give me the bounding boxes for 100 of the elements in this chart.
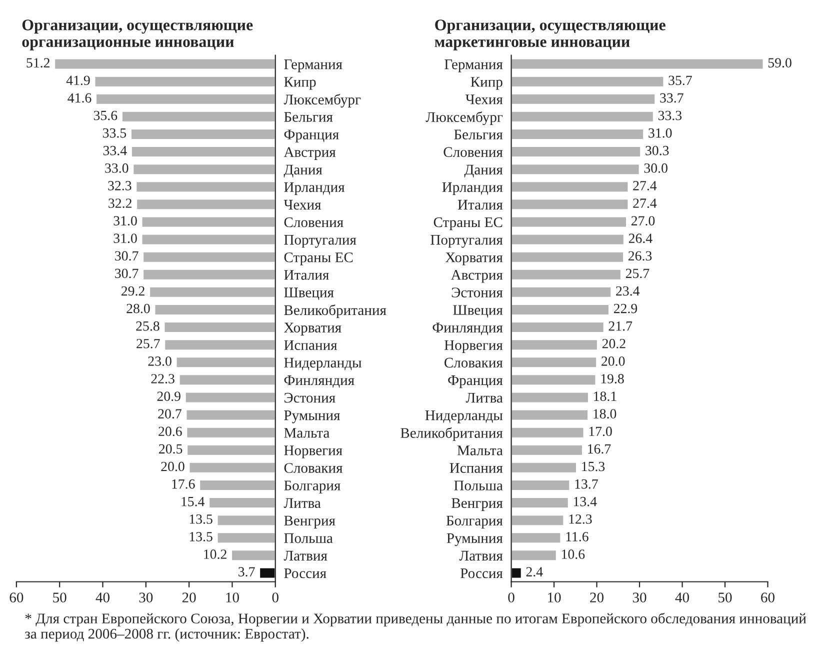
bar [216,514,276,526]
data-label: 33.0 [105,163,128,173]
y-tick-label: Словения [284,217,344,228]
data-label: 30.7 [115,268,138,278]
data-label: 15.3 [582,462,605,472]
data-label: 20.7 [158,409,182,419]
data-label: 25.7 [626,268,650,278]
data-label: 32.2 [108,198,132,208]
bar [135,180,276,194]
bar [95,92,276,106]
bar [164,338,276,351]
chart-title: Организации, осуществляющие организационные инновации [22,20,253,50]
y-tick-label: Бельгия [284,112,333,122]
y-tick-label: Болгария [284,480,340,494]
data-label: 20.2 [602,338,626,348]
bar [511,286,612,298]
y-tick-label: Чехия [466,94,503,104]
bar [511,304,610,316]
bar [130,128,276,140]
data-label: 10.2 [204,550,226,559]
data-label: 35.6 [94,110,118,120]
data-label: 26.4 [628,234,652,244]
y-tick-label: Италия [284,270,329,280]
data-label: 27.0 [631,216,655,226]
y-tick-label: Португалия [430,235,503,248]
y-tick-label: Германия [444,60,503,72]
bar [511,566,522,580]
y-tick-label: Австрия [284,147,336,160]
bar [186,444,276,456]
bar [130,146,276,158]
y-tick-label: Германия [284,60,342,72]
y-tick-label: Эстония [452,288,503,298]
data-label: 31.0 [114,234,137,244]
data-label: 20.9 [157,392,180,402]
bar [258,566,276,580]
data-label: 18.0 [594,409,616,419]
data-label: 12.3 [569,514,592,524]
bar [511,128,644,140]
bar [230,549,276,562]
data-label: 25.8 [136,321,160,331]
x-tick-label: 60 [761,592,774,602]
bar [198,479,276,492]
data-label: 23.4 [616,286,640,296]
bar [184,391,276,404]
x-tick-label: 30 [139,592,153,602]
bar [511,110,654,123]
bar [132,163,276,176]
data-label: 22.9 [614,304,638,314]
y-tick-label: Финляндия [284,375,354,388]
y-tick-label: Нидерланды [425,410,503,424]
bar [186,426,276,439]
bar [140,216,276,228]
bar [511,250,624,264]
data-label: 21.7 [608,321,632,331]
x-tick-label: 60 [10,592,24,602]
bar [154,304,276,316]
y-tick-label: Дания [464,164,503,178]
y-tick-label: Страны ЕС [284,252,353,266]
y-tick-label: Италия [458,200,503,210]
y-tick-label: Люксембург [284,94,361,108]
data-label: 13.7 [575,479,598,489]
x-tick-label: 20 [182,592,196,602]
x-tick-label: 50 [718,592,732,602]
data-label: 22.3 [151,374,174,384]
data-label: 32.3 [108,181,132,190]
data-label: 30.7 [115,251,138,261]
y-tick-label: Испания [450,463,503,473]
y-tick-label: Великобритания [400,427,503,441]
x-tick-label: 50 [53,592,66,602]
y-tick-label: Россия [284,568,326,578]
data-label: 26.3 [628,251,652,261]
y-tick-label: Франция [448,375,503,388]
data-label: 20.5 [159,444,182,454]
bar [511,356,598,369]
bar [136,198,276,211]
bar [94,75,276,88]
data-label: 30.3 [646,146,669,156]
bar [511,426,585,439]
y-tick-label: Люксембург [426,111,503,126]
y-tick-label: Мальта [457,446,503,456]
bar [511,92,656,106]
x-tick-label: 0 [272,592,278,602]
bar [188,462,276,474]
bar [175,356,276,369]
data-label: 41.9 [66,76,90,86]
bar [511,532,562,544]
bar [178,374,276,386]
y-tick-label: Латвия [284,550,328,561]
y-tick-label: Финляндия [432,322,503,336]
bar [511,462,578,474]
y-tick-label: Словения [444,147,503,157]
y-tick-label: Хорватия [445,252,503,266]
y-tick-label: Нидерланды [284,358,362,371]
y-tick-label: Россия [460,568,503,578]
bar [511,496,570,509]
bar [511,408,589,422]
data-label: 23.0 [148,356,172,366]
bar [511,479,571,492]
bar [511,198,630,211]
y-tick-label: Словакия [284,463,342,473]
